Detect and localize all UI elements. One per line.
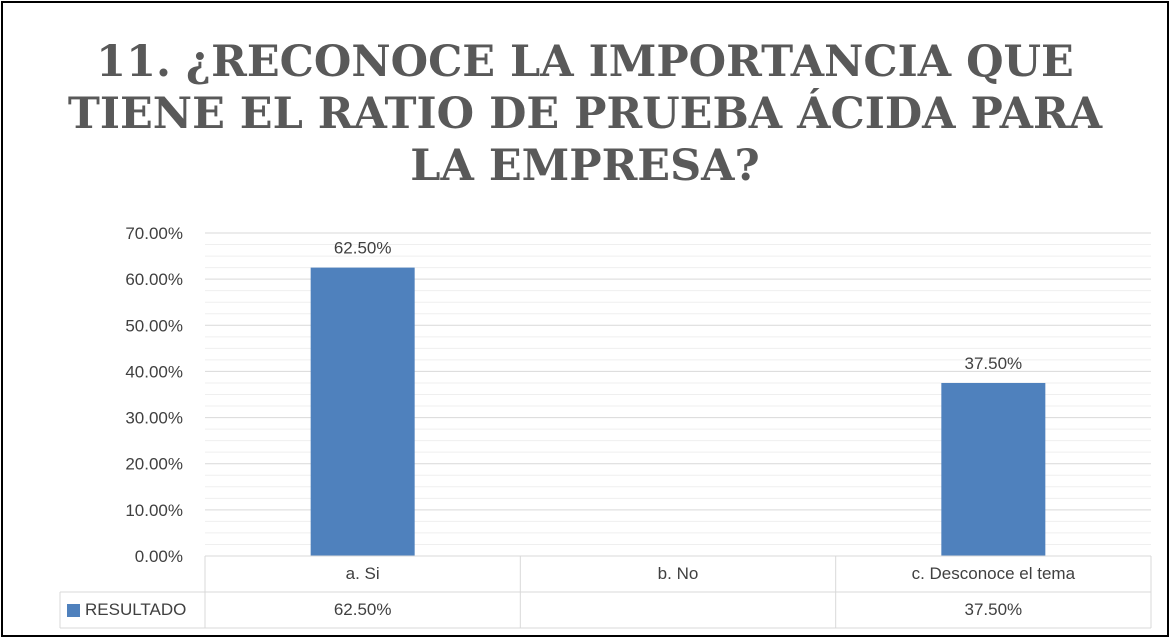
y-tick-label: 20.00%	[125, 455, 183, 474]
legend-label: RESULTADO	[85, 600, 187, 619]
y-tick-label: 70.00%	[125, 224, 183, 243]
y-tick-label: 60.00%	[125, 270, 183, 289]
category-label: b. No	[657, 564, 699, 583]
table-value	[520, 592, 835, 628]
category-label: a. Si	[345, 564, 380, 583]
y-tick-label: 40.00%	[125, 362, 183, 381]
category-label: c. Desconoce el tema	[911, 564, 1076, 583]
y-tick-label: 50.00%	[125, 316, 183, 335]
y-tick-label: 0.00%	[135, 547, 183, 566]
data-label: 37.50%	[964, 354, 1022, 373]
y-tick-label: 30.00%	[125, 409, 183, 428]
chart-title: 11. ¿RECONOCE LA IMPORTANCIA QUE TIENE E…	[60, 36, 1110, 192]
legend-swatch	[67, 603, 80, 617]
chart-title-line: 11. ¿RECONOCE LA IMPORTANCIA QUE	[96, 37, 1074, 87]
chart-title-line: LA EMPRESA?	[410, 141, 760, 191]
bar	[941, 382, 1046, 556]
chart-title-line: TIENE EL RATIO DE PRUEBA ÁCIDA PARA	[67, 89, 1103, 139]
table-value: 62.50%	[333, 600, 392, 619]
bar	[310, 267, 415, 556]
legend-entry: RESULTADO	[60, 592, 205, 628]
data-label: 62.50%	[334, 239, 392, 258]
table-value: 37.50%	[964, 600, 1023, 619]
y-tick-label: 10.00%	[125, 501, 183, 520]
